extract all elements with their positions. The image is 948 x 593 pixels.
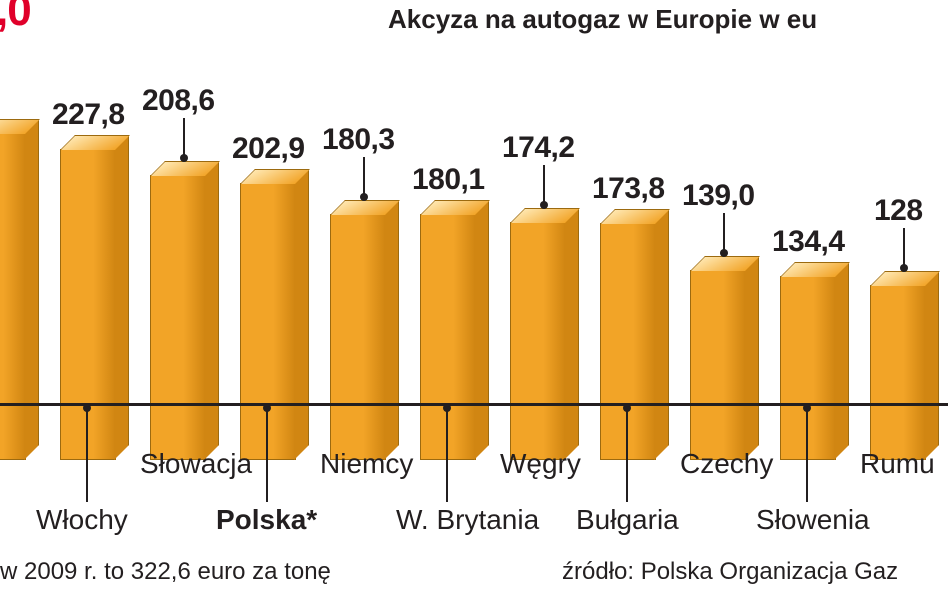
value-leader-line [723,213,725,253]
value-leader-dot [720,249,728,257]
category-label-lower: Słowenia [756,504,870,536]
bar-value-label: 202,9 [232,132,305,166]
chart-title: Akcyza na autogaz w Europie w eu [388,4,817,35]
bar-value-label: 173,8 [592,172,665,206]
category-label-upper: Rumu [860,448,935,480]
category-leader-dot [623,404,631,412]
bar-value-label: 227,8 [52,98,125,132]
category-label-upper: Niemcy [320,448,413,480]
category-label-lower: Polska* [216,504,317,536]
bar-value-label: 134,4 [772,225,845,259]
category-leader-line [446,406,448,502]
category-label-lower: Bułgaria [576,504,679,536]
chart-bar [150,176,204,460]
bar-value-label: 180,1 [412,163,485,197]
value-leader-line [363,157,365,197]
category-label-lower: W. Brytania [396,504,539,536]
value-leader-line [183,118,185,158]
bar-value-label: 174,2 [502,131,575,165]
chart-bar [330,215,384,460]
category-leader-dot [263,404,271,412]
value-leader-line [543,165,545,205]
category-leader-line [266,406,268,502]
category-leader-line [626,406,628,502]
chart-bar [0,134,24,460]
category-leader-line [806,406,808,502]
bar-value-label: 128 [874,194,923,228]
category-leader-dot [443,404,451,412]
truncated-left-value: ,0 [0,0,31,36]
bar-value-label: 208,6 [142,84,215,118]
value-leader-line [903,228,905,268]
chart-bar [690,271,744,460]
chart-bar [510,223,564,460]
category-label-upper: Czechy [680,448,773,480]
category-leader-line [86,406,88,502]
category-leader-dot [83,404,91,412]
value-leader-dot [900,264,908,272]
value-leader-dot [360,193,368,201]
category-label-upper: Słowacja [140,448,252,480]
category-label-upper: Węgry [500,448,581,480]
bar-value-label: 139,0 [682,179,755,213]
chart-footnote: w 2009 r. to 322,6 euro za tonę [0,558,331,586]
category-leader-dot [803,404,811,412]
bar-value-label: 180,3 [322,123,395,157]
chart-source: źródło: Polska Organizacja Gaz [562,558,898,586]
category-label-lower: Włochy [36,504,128,536]
chart-bar [870,286,924,460]
